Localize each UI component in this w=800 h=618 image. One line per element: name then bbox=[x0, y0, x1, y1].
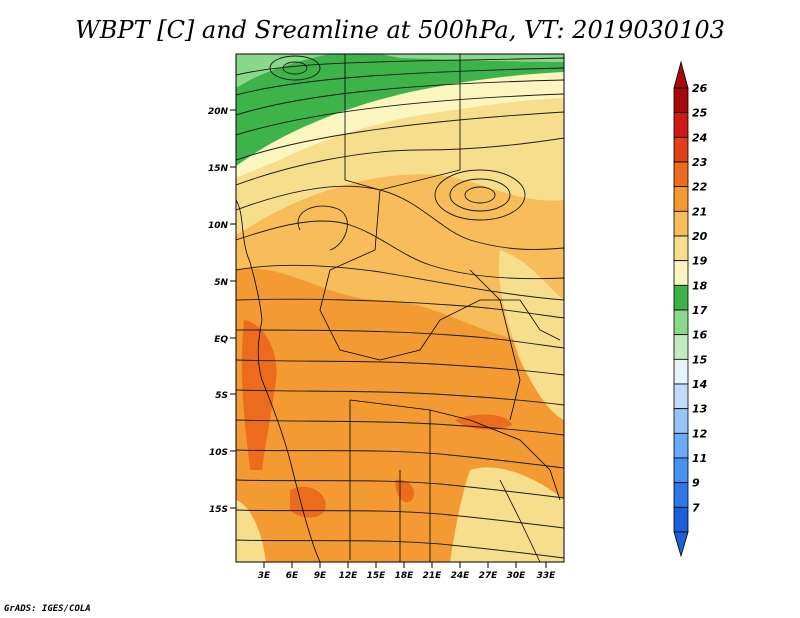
lon-tick: 3E bbox=[258, 562, 271, 581]
lon-tick: 6E bbox=[286, 562, 299, 581]
colorbar-label: 22 bbox=[692, 181, 708, 194]
colorbar: 26 25 24 23 22 21 20 19 18 17 16 15 14 13 12 11 9 7 bbox=[673, 60, 708, 558]
lat-tick: 5S bbox=[215, 391, 236, 401]
lon-label: 21E bbox=[423, 571, 443, 581]
lat-label: EQ bbox=[214, 335, 228, 345]
field-green bbox=[236, 54, 564, 166]
colorbar-swatch bbox=[673, 186, 689, 212]
colorbar-swatch bbox=[673, 260, 689, 286]
colorbar-label: 14 bbox=[692, 378, 707, 391]
lat-label: 15S bbox=[209, 505, 228, 515]
colorbar-swatch bbox=[673, 334, 689, 360]
colorbar-label: 15 bbox=[692, 353, 708, 366]
lat-tick: 10S bbox=[209, 448, 236, 458]
field-red-patch-west bbox=[241, 320, 277, 470]
colorbar-swatch bbox=[673, 482, 689, 508]
lat-tick: 15N bbox=[208, 164, 236, 174]
borders bbox=[236, 54, 561, 562]
colorbar-swatch bbox=[673, 161, 689, 188]
colorbar-swatch bbox=[673, 112, 689, 138]
colorbar-label: 19 bbox=[692, 255, 708, 268]
lon-label: 27E bbox=[479, 571, 499, 581]
colorbar-swatch bbox=[673, 408, 689, 434]
lat-tick: 15S bbox=[209, 505, 236, 515]
lat-tick: EQ bbox=[214, 335, 236, 345]
lon-label: 15E bbox=[367, 571, 387, 581]
colorbar-swatch bbox=[673, 457, 689, 484]
colorbar-swatch bbox=[673, 235, 689, 262]
lon-label: 9E bbox=[314, 571, 327, 581]
colorbar-swatch bbox=[673, 87, 689, 114]
lat-tick: 5N bbox=[214, 278, 236, 288]
lon-label: 24E bbox=[451, 571, 471, 581]
lon-tick: 18E bbox=[395, 562, 415, 581]
field-light-north bbox=[236, 80, 564, 235]
lon-label: 30E bbox=[507, 571, 527, 581]
lon-tick: 33E bbox=[537, 562, 557, 581]
lat-tick: 10N bbox=[208, 221, 236, 231]
wbpt-field bbox=[236, 54, 564, 562]
chart-title: WBPT [C] and Sreamline at 500hPa, VT: 20… bbox=[75, 16, 725, 44]
field-pale-yellow bbox=[236, 64, 564, 178]
colorbar-label: 24 bbox=[692, 131, 707, 144]
colorbar-label: 23 bbox=[692, 156, 708, 169]
colorbar-swatch bbox=[673, 432, 689, 459]
lon-label: 6E bbox=[286, 571, 299, 581]
lat-label: 10N bbox=[208, 221, 229, 231]
colorbar-label: 9 bbox=[692, 477, 700, 490]
lon-tick: 24E bbox=[451, 562, 471, 581]
lon-axis: 3E 6E 9E 12E 15E 18E 21E 24E 27E 30E 33E bbox=[258, 562, 556, 581]
lat-label: 15N bbox=[208, 164, 229, 174]
lon-tick: 15E bbox=[367, 562, 387, 581]
lat-label: 5N bbox=[214, 278, 228, 288]
colorbar-label: 18 bbox=[692, 279, 708, 292]
lat-label: 10S bbox=[209, 448, 228, 458]
lon-label: 3E bbox=[258, 571, 271, 581]
lat-axis: 20N 15N 10N 5N EQ 5S 10S 15S bbox=[208, 107, 236, 515]
field-light-green-2 bbox=[380, 54, 564, 62]
streamlines bbox=[236, 55, 564, 559]
field-light-green bbox=[236, 54, 330, 88]
colorbar-label: 11 bbox=[692, 452, 707, 465]
lon-tick: 12E bbox=[339, 562, 359, 581]
lon-label: 18E bbox=[395, 571, 415, 581]
lon-tick: 9E bbox=[314, 562, 327, 581]
colorbar-swatch bbox=[673, 358, 689, 385]
colorbar-swatch bbox=[673, 309, 689, 336]
lat-tick: 20N bbox=[208, 107, 236, 117]
lon-tick: 21E bbox=[423, 562, 443, 581]
colorbar-swatch bbox=[673, 383, 689, 410]
colorbar-label: 25 bbox=[692, 107, 708, 120]
colorbar-swatch bbox=[673, 210, 689, 237]
colorbar-label: 17 bbox=[692, 304, 708, 317]
lat-label: 5S bbox=[215, 391, 228, 401]
colorbar-label: 26 bbox=[692, 82, 708, 95]
colorbar-label: 16 bbox=[692, 329, 708, 342]
field-light-southeast bbox=[450, 467, 564, 562]
colorbar-label: 21 bbox=[692, 205, 707, 218]
lon-label: 33E bbox=[537, 571, 557, 581]
field-light-southwest bbox=[236, 500, 266, 562]
field-light-east bbox=[499, 250, 564, 420]
lon-tick: 27E bbox=[479, 562, 499, 581]
lat-label: 20N bbox=[208, 107, 229, 117]
colorbar-arrow-top bbox=[673, 60, 689, 89]
map-frame bbox=[235, 53, 565, 563]
colorbar-swatch bbox=[673, 506, 689, 533]
colorbar-label: 20 bbox=[692, 230, 708, 243]
colorbar-label: 13 bbox=[692, 403, 708, 416]
grads-credit: GrADS: IGES/COLA bbox=[4, 604, 91, 614]
colorbar-arrow-bottom bbox=[673, 531, 689, 558]
colorbar-swatch bbox=[673, 136, 689, 163]
colorbar-swatch bbox=[673, 284, 689, 311]
lon-tick: 30E bbox=[507, 562, 527, 581]
lon-label: 12E bbox=[339, 571, 359, 581]
colorbar-label: 12 bbox=[692, 427, 708, 440]
colorbar-label: 7 bbox=[692, 501, 700, 514]
